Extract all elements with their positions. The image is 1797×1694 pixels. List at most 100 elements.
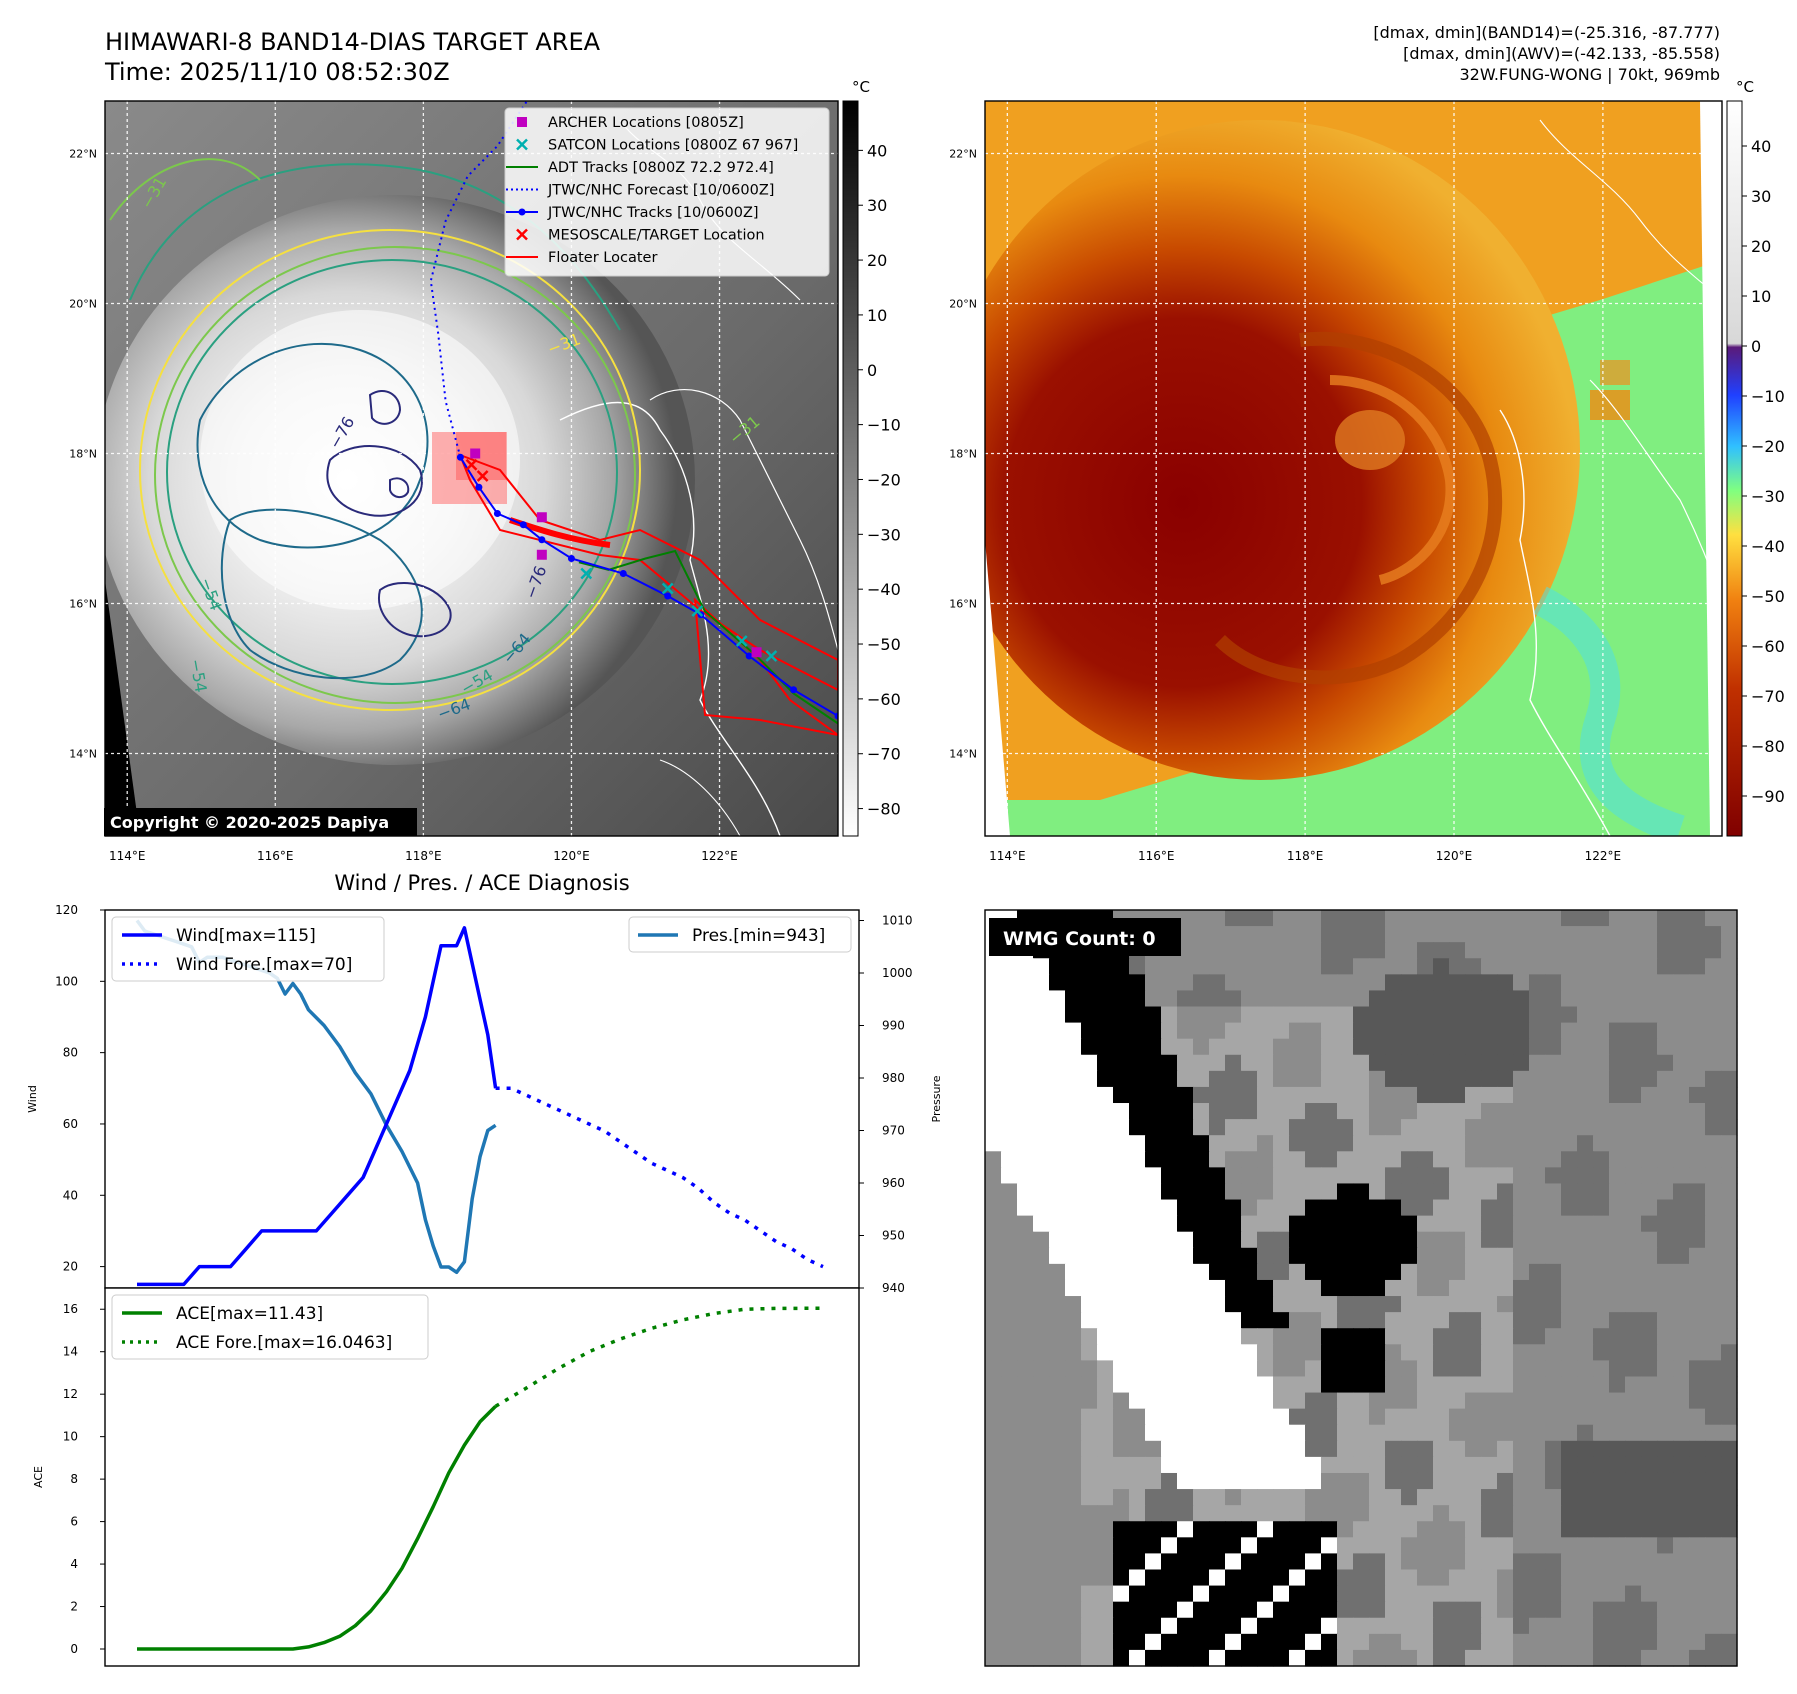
wmg-cell (1561, 926, 1578, 943)
wmg-cell (1113, 1296, 1130, 1313)
wmg-cell (1609, 1553, 1626, 1571)
wmg-cell (1561, 1601, 1578, 1619)
wmg-cell (1401, 926, 1418, 943)
wmg-cell (985, 1215, 1002, 1233)
wmg-cell (1513, 1344, 1530, 1361)
wmg-cell (1113, 1183, 1130, 1201)
wmg-cell (1113, 1440, 1130, 1458)
wmg-cell (1017, 1521, 1034, 1538)
wmg-cell (1465, 1151, 1482, 1168)
wmg-cell (1113, 1312, 1130, 1329)
wmg-cell (1449, 1103, 1466, 1120)
wmg-cell (1705, 1376, 1722, 1394)
wmg-cell (1001, 1247, 1018, 1265)
wmg-cell (1177, 1070, 1194, 1088)
wmg-cell (1705, 1505, 1722, 1522)
wmg-cell (1497, 1472, 1514, 1490)
wmg-cell (1721, 1521, 1738, 1538)
wmg-cell (1017, 1022, 1034, 1040)
wmg-cell (1177, 1408, 1194, 1426)
wmg-cell (1545, 1312, 1562, 1329)
wmg-cell (1209, 1038, 1226, 1056)
wmg-cell (1049, 1279, 1066, 1297)
wmg-cell (1097, 1215, 1114, 1233)
wmg-cell (1577, 1231, 1594, 1249)
wmg-cell (1241, 1279, 1258, 1297)
wmg-cell (1225, 1601, 1242, 1619)
wmg-cell (1641, 1344, 1658, 1361)
wmg-cell (1065, 1601, 1082, 1619)
wmg-cell (1129, 1424, 1146, 1442)
wmg-cell (1433, 1006, 1450, 1024)
wmg-cell (1289, 1408, 1306, 1426)
wmg-cell (1513, 1408, 1530, 1426)
wmg-cell (1561, 1472, 1578, 1490)
wmg-cell (1465, 1424, 1482, 1442)
colorbar-tick-label: −80 (1751, 737, 1785, 756)
wmg-cell (1241, 1344, 1258, 1361)
wmg-cell (1673, 1553, 1690, 1571)
wmg-cell (1721, 1344, 1738, 1361)
wmg-cell (1417, 1038, 1434, 1056)
wmg-cell (1193, 1569, 1210, 1587)
wmg-cell (1321, 1505, 1338, 1522)
wmg-cell (1657, 1344, 1674, 1361)
wmg-cell (1289, 1103, 1306, 1120)
satcon-point (691, 605, 704, 617)
wmg-cell (1577, 1070, 1594, 1088)
wmg-cell (1209, 1585, 1226, 1603)
wmg-cell (1017, 1601, 1034, 1619)
wmg-cell (1433, 1440, 1450, 1458)
wmg-cell (1225, 1038, 1242, 1056)
wmg-cell (1065, 1376, 1082, 1394)
wmg-cell (1225, 1569, 1242, 1587)
wmg-cell (1705, 1296, 1722, 1313)
wmg-cell (1353, 1119, 1370, 1136)
wmg-cell (1385, 1553, 1402, 1571)
wmg-cell (1289, 1263, 1306, 1281)
wmg-cell (1257, 958, 1274, 975)
wmg-cell (1641, 1408, 1658, 1426)
wind-tick-label: 120 (55, 903, 78, 917)
wmg-cell (1593, 1279, 1610, 1297)
wmg-cell (1705, 1537, 1722, 1555)
wmg-cell (1353, 1086, 1370, 1104)
wmg-cell (1593, 1167, 1610, 1185)
wmg-cell (1625, 1103, 1642, 1120)
wmg-cell (1257, 1296, 1274, 1313)
wmg-cell (1657, 958, 1674, 975)
wmg-cell (1097, 1151, 1114, 1168)
wmg-cell (1209, 1537, 1226, 1555)
wmg-cell (1577, 1038, 1594, 1056)
legend-label: ACE[max=11.43] (176, 1304, 323, 1324)
wmg-cell (1305, 1279, 1322, 1297)
wmg-cell (1129, 1505, 1146, 1522)
wmg-cell (1305, 958, 1322, 975)
wmg-cell (1433, 1408, 1450, 1426)
wmg-cell (1289, 1376, 1306, 1394)
wmg-cell (1433, 1537, 1450, 1555)
wmg-cell (1257, 1601, 1274, 1619)
wmg-cell (1177, 1585, 1194, 1603)
wmg-cell (1481, 1054, 1498, 1072)
wmg-cell (1401, 1263, 1418, 1281)
wmg-cell (1033, 1006, 1050, 1024)
wmg-cell (1545, 1521, 1562, 1538)
wmg-cell (1625, 1151, 1642, 1168)
wmg-cell (1545, 910, 1562, 927)
wmg-cell (1369, 1199, 1386, 1217)
wmg-cell (1369, 942, 1386, 959)
wmg-cell (1241, 1038, 1258, 1056)
wind-tick-label: 40 (63, 1188, 78, 1202)
wmg-cell (1065, 974, 1082, 992)
wmg-cell (1705, 942, 1722, 959)
wmg-cell (1081, 1569, 1098, 1587)
wmg-cell (1609, 1183, 1626, 1201)
wmg-cell (1113, 1038, 1130, 1056)
wmg-cell (1721, 1135, 1738, 1152)
wmg-cell (1129, 1022, 1146, 1040)
awv-colorbar (1726, 100, 1743, 837)
wmg-cell (1129, 1649, 1146, 1667)
wmg-cell (1305, 1505, 1322, 1522)
wmg-cell (1577, 910, 1594, 927)
